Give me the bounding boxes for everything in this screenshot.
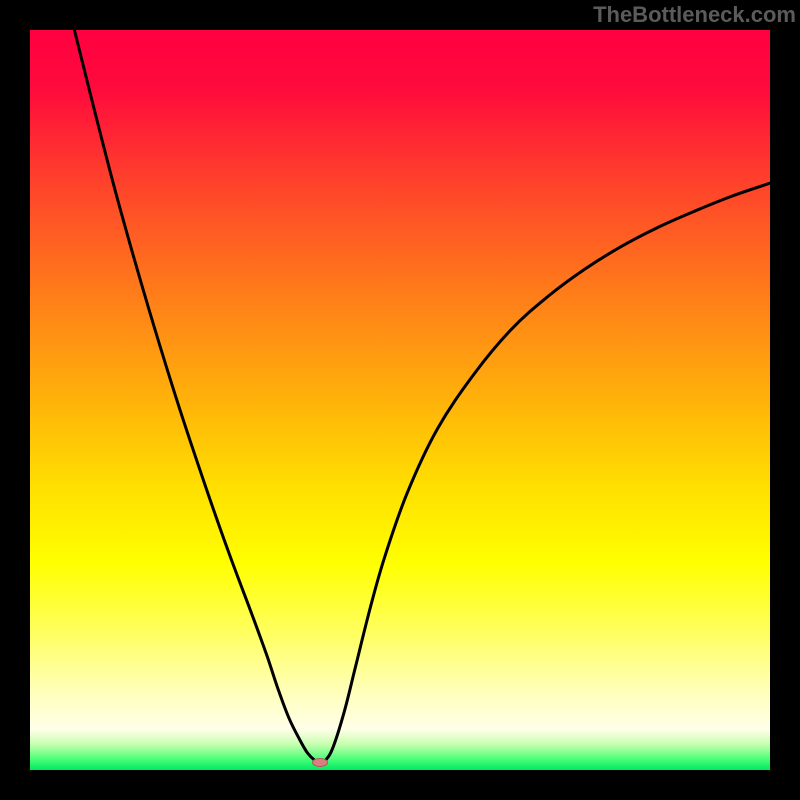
attribution-text: TheBottleneck.com bbox=[593, 2, 796, 28]
curve-svg bbox=[30, 30, 770, 770]
chart-container: TheBottleneck.com bbox=[0, 0, 800, 800]
plot-area bbox=[30, 30, 770, 770]
bottleneck-curve bbox=[74, 30, 770, 763]
